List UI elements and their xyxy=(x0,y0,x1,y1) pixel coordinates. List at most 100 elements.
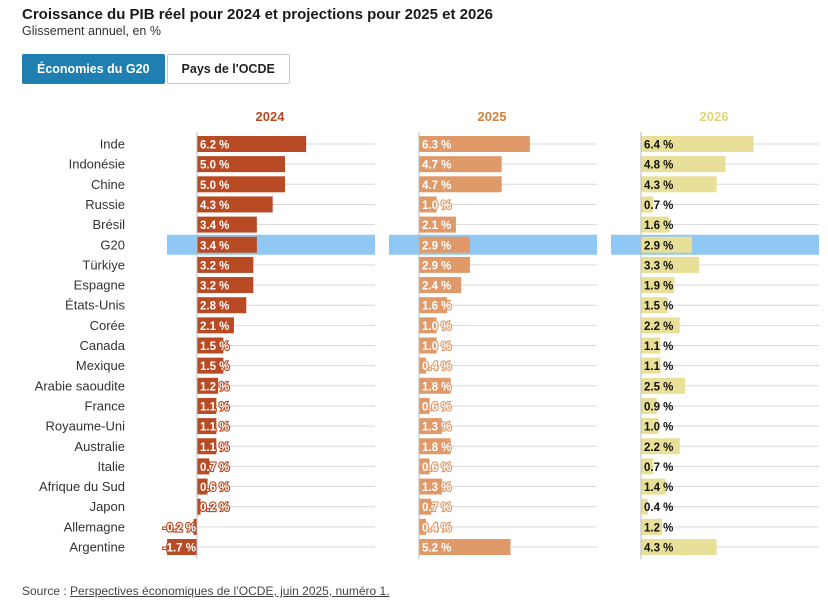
data-label-2024-argentine: -1.7 % xyxy=(163,543,196,555)
bar-2024-coree xyxy=(197,317,234,334)
data-label-2024-coree: 2.1 % xyxy=(200,321,229,333)
category-label-chine: Chine xyxy=(91,177,125,192)
category-label-argentine: Argentine xyxy=(69,540,125,555)
bar-2025-mexique xyxy=(419,357,427,374)
data-label-2026-allemagne: 1.2 % xyxy=(644,522,673,534)
data-label-2026-turkiye: 3.3 % xyxy=(644,260,673,272)
data-label-2024-afrique-du-sud: 0.6 % xyxy=(200,482,229,494)
bar-2024-g20 xyxy=(197,236,257,253)
bar-2026-allemagne xyxy=(641,518,663,535)
bar-2024-chine xyxy=(197,176,285,193)
data-label-2026-argentine: 4.3 % xyxy=(644,543,673,555)
category-label-espagne: Espagne xyxy=(74,278,125,293)
bar-2026-mexique xyxy=(641,357,661,374)
category-label-canada: Canada xyxy=(79,338,125,353)
data-label-2024-allemagne: -0.2 % xyxy=(163,522,196,534)
data-label-2024-france: 1.1 % xyxy=(200,401,229,413)
data-label-2025-royaume-uni: 1.3 % xyxy=(422,422,451,434)
bar-2025-japon xyxy=(419,498,432,515)
data-label-2025-bresil: 2.1 % xyxy=(422,220,451,232)
bar-2025-etats-unis xyxy=(419,297,448,314)
bar-2026-argentine xyxy=(641,539,717,555)
data-label-2026-coree: 2.2 % xyxy=(644,321,673,333)
bar-2026-g20 xyxy=(641,236,693,253)
data-label-2026-australie: 2.2 % xyxy=(644,442,673,454)
tab-ocde[interactable]: Pays de l'OCDE xyxy=(166,54,290,84)
data-label-2024-bresil: 3.4 % xyxy=(200,220,229,232)
category-label-mexique: Mexique xyxy=(76,358,125,373)
data-label-2025-mexique: 0.4 % xyxy=(422,361,451,373)
data-label-2026-inde: 6.4 % xyxy=(644,140,673,152)
category-label-indonesie: Indonésie xyxy=(69,157,125,172)
data-label-2025-italie: 0.6 % xyxy=(422,462,451,474)
bar-2026-turkiye xyxy=(641,256,700,273)
category-label-allemagne: Allemagne xyxy=(64,519,125,534)
bar-2026-espagne xyxy=(641,277,675,294)
category-label-bresil: Brésil xyxy=(92,217,125,232)
bar-2024-etats-unis xyxy=(197,297,247,314)
data-label-2024-australie: 1.1 % xyxy=(200,442,229,454)
tab-g20[interactable]: Économies du G20 xyxy=(22,54,165,84)
bar-2025-afrique-du-sud xyxy=(419,478,442,495)
bar-2025-chine xyxy=(419,176,502,193)
bar-2024-royaume-uni xyxy=(197,418,217,435)
data-label-2025-argentine: 5.2 % xyxy=(422,543,451,555)
data-label-2026-france: 0.9 % xyxy=(644,401,673,413)
bar-2025-arabie-saoudite xyxy=(419,377,451,394)
bar-2024-espagne xyxy=(197,277,254,294)
bar-2025-australie xyxy=(419,438,451,455)
bar-2026-chine xyxy=(641,176,717,193)
data-label-2025-canada: 1.0 % xyxy=(422,341,451,353)
bar-2025-g20 xyxy=(419,236,471,253)
data-label-2025-turkiye: 2.9 % xyxy=(422,260,451,272)
data-label-2025-etats-unis: 1.6 % xyxy=(422,301,451,313)
bar-2024-indonesie xyxy=(197,156,285,173)
data-label-2025-indonesie: 4.7 % xyxy=(422,160,451,172)
data-label-2024-indonesie: 5.0 % xyxy=(200,160,229,172)
category-label-inde: Inde xyxy=(100,137,125,152)
data-label-2025-australie: 1.8 % xyxy=(422,442,451,454)
bar-2025-allemagne xyxy=(419,518,427,535)
tab-bar: Économies du G20 Pays de l'OCDE xyxy=(22,54,290,84)
bar-2024-canada xyxy=(197,337,224,354)
data-label-2024-inde: 6.2 % xyxy=(200,140,229,152)
data-label-2024-mexique: 1.5 % xyxy=(200,361,229,373)
bar-2026-coree xyxy=(641,317,680,334)
bar-2025-indonesie xyxy=(419,156,502,173)
category-label-japon: Japon xyxy=(90,499,125,514)
bar-2026-australie xyxy=(641,438,680,455)
category-label-g20: G20 xyxy=(100,237,125,252)
bar-2025-italie xyxy=(419,458,430,475)
data-label-2025-japon: 0.7 % xyxy=(422,502,451,514)
data-label-2026-bresil: 1.6 % xyxy=(644,220,673,232)
bar-2025-russie xyxy=(419,196,437,213)
data-label-2025-arabie-saoudite: 1.8 % xyxy=(422,381,451,393)
data-label-2026-afrique-du-sud: 1.4 % xyxy=(644,482,673,494)
data-label-2026-mexique: 1.1 % xyxy=(644,361,673,373)
bar-2025-coree xyxy=(419,317,437,334)
data-label-2026-arabie-saoudite: 2.5 % xyxy=(644,381,673,393)
bar-2025-turkiye xyxy=(419,256,471,273)
data-label-2025-france: 0.6 % xyxy=(422,401,451,413)
data-label-2026-royaume-uni: 1.0 % xyxy=(644,422,673,434)
bar-2024-mexique xyxy=(197,357,224,374)
data-label-2026-italie: 0.7 % xyxy=(644,462,673,474)
source-note: Source : Perspectives économiques de l’O… xyxy=(22,584,390,598)
bar-2024-australie xyxy=(197,438,217,455)
data-label-2024-italie: 0.7 % xyxy=(200,462,229,474)
bar-2026-royaume-uni xyxy=(641,418,659,435)
series-header-2026: 2026 xyxy=(700,109,729,124)
data-label-2024-etats-unis: 2.8 % xyxy=(200,301,229,313)
category-label-russie: Russie xyxy=(85,197,125,212)
data-label-2024-arabie-saoudite: 1.2 % xyxy=(200,381,229,393)
bar-2024-bresil xyxy=(197,216,257,233)
bar-2026-japon xyxy=(641,498,649,515)
source-link[interactable]: Perspectives économiques de l’OCDE, juin… xyxy=(70,584,390,598)
bar-2026-russie xyxy=(641,196,654,213)
bar-2026-italie xyxy=(641,458,654,475)
bar-2025-canada xyxy=(419,337,437,354)
data-label-2025-afrique-du-sud: 1.3 % xyxy=(422,482,451,494)
data-label-2026-russie: 0.7 % xyxy=(644,200,673,212)
chart-subtitle: Glissement annuel, en % xyxy=(22,24,161,38)
category-label-coree: Corée xyxy=(90,318,125,333)
